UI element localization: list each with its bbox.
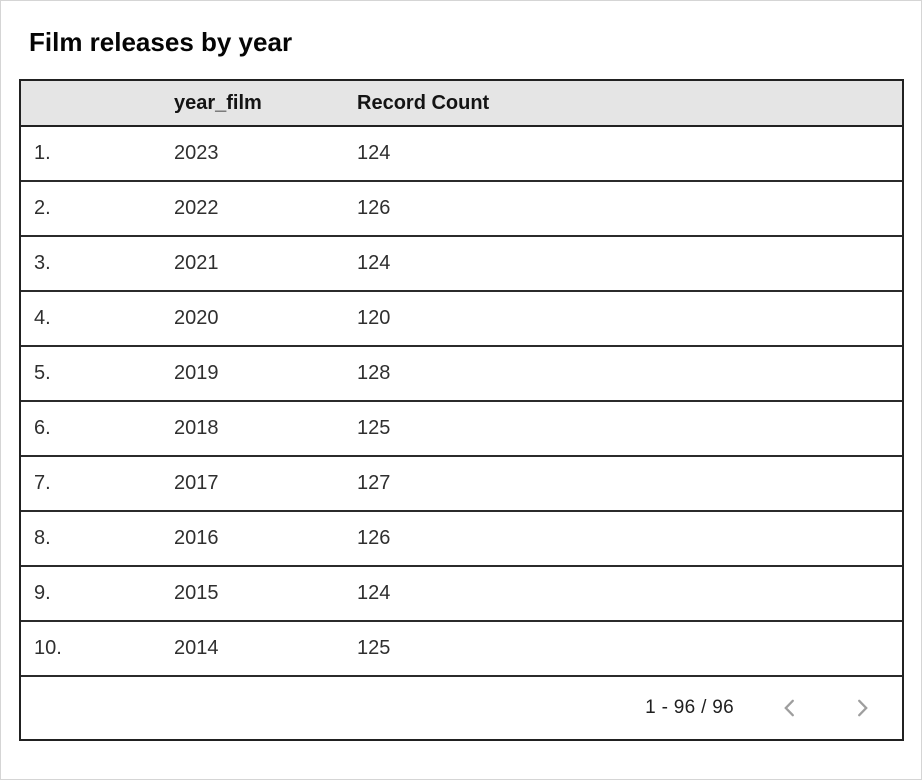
cell-year-film: 2016 — [174, 527, 219, 549]
pagination-next-button[interactable] — [848, 694, 876, 722]
table-row[interactable]: 9. 2015 124 — [21, 567, 902, 622]
cell-record-count: 127 — [357, 472, 391, 494]
table-row[interactable]: 5. 2019 128 — [21, 347, 902, 402]
header-cell-record-count[interactable]: Record Count — [357, 91, 490, 114]
cell-row-number: 1. — [34, 142, 51, 164]
cell-year-film: 2023 — [174, 142, 219, 164]
pagination-prev-button[interactable] — [776, 694, 804, 722]
cell-record-count: 128 — [357, 362, 391, 384]
table-header-row: year_film Record Count — [21, 81, 902, 127]
cell-record-count: 126 — [357, 197, 391, 219]
table-row[interactable]: 4. 2020 120 — [21, 292, 902, 347]
table-row[interactable]: 8. 2016 126 — [21, 512, 902, 567]
cell-year-film: 2014 — [174, 637, 219, 659]
cell-row-number: 10. — [34, 637, 62, 659]
chevron-left-icon — [778, 696, 802, 720]
cell-row-number: 9. — [34, 582, 51, 604]
cell-record-count: 120 — [357, 307, 391, 329]
cell-year-film: 2020 — [174, 307, 219, 329]
cell-year-film: 2022 — [174, 197, 219, 219]
table-row[interactable]: 10. 2014 125 — [21, 622, 902, 677]
cell-row-number: 7. — [34, 472, 51, 494]
cell-year-film: 2017 — [174, 472, 219, 494]
table-row[interactable]: 2. 2022 126 — [21, 182, 902, 237]
header-cell-row-number[interactable] — [21, 81, 156, 125]
chevron-right-icon — [850, 696, 874, 720]
cell-row-number: 8. — [34, 527, 51, 549]
table-row[interactable]: 3. 2021 124 — [21, 237, 902, 292]
cell-row-number: 3. — [34, 252, 51, 274]
cell-record-count: 124 — [357, 252, 391, 274]
table-row[interactable]: 7. 2017 127 — [21, 457, 902, 512]
data-table: year_film Record Count 1. 2023 124 2. 20… — [19, 79, 904, 741]
header-cell-year-film[interactable]: year_film — [174, 91, 262, 114]
cell-record-count: 126 — [357, 527, 391, 549]
cell-year-film: 2021 — [174, 252, 219, 274]
cell-row-number: 6. — [34, 417, 51, 439]
table-body: 1. 2023 124 2. 2022 126 3. 2021 124 4. 2… — [21, 127, 902, 677]
cell-record-count: 124 — [357, 582, 391, 604]
cell-record-count: 125 — [357, 637, 391, 659]
pagination-range-label: 1 - 96 / 96 — [645, 697, 734, 718]
cell-row-number: 4. — [34, 307, 51, 329]
table-row[interactable]: 1. 2023 124 — [21, 127, 902, 182]
cell-year-film: 2015 — [174, 582, 219, 604]
table-row[interactable]: 6. 2018 125 — [21, 402, 902, 457]
table-footer: 1 - 96 / 96 — [21, 677, 902, 739]
cell-year-film: 2019 — [174, 362, 219, 384]
cell-row-number: 5. — [34, 362, 51, 384]
cell-record-count: 124 — [357, 142, 391, 164]
chart-title: Film releases by year — [29, 27, 293, 57]
cell-record-count: 125 — [357, 417, 391, 439]
cell-row-number: 2. — [34, 197, 51, 219]
cell-year-film: 2018 — [174, 417, 219, 439]
